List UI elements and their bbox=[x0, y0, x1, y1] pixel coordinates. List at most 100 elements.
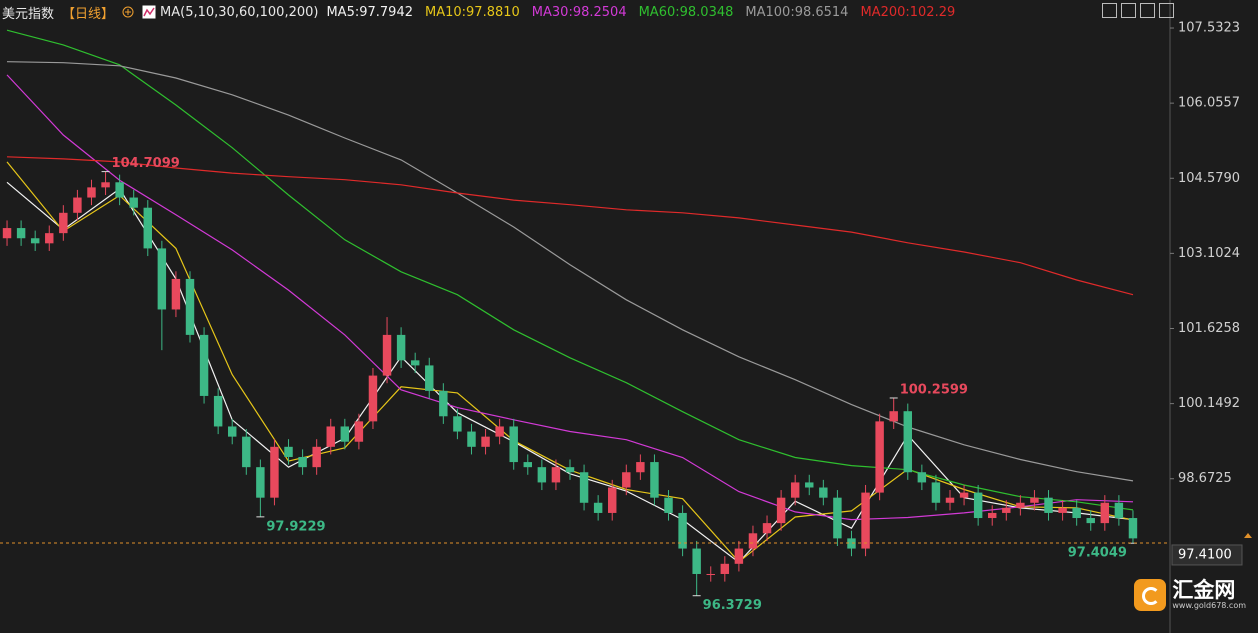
candle-body bbox=[805, 482, 814, 488]
chart-title: 美元指数 bbox=[2, 6, 55, 22]
candle-body bbox=[228, 426, 237, 437]
candle-body bbox=[199, 334, 209, 396]
candle-body bbox=[298, 456, 307, 468]
last-price-box bbox=[1171, 544, 1243, 566]
legend: MA5:97.7942 MA10:97.8810 MA30:98.2504 MA60:… bbox=[326, 5, 955, 20]
add-button[interactable] bbox=[122, 6, 134, 18]
candle-body bbox=[326, 426, 335, 447]
candle-body bbox=[720, 563, 730, 574]
candle-body bbox=[903, 411, 912, 473]
logo-name: 汇金网 bbox=[1172, 578, 1236, 602]
candle-body bbox=[87, 187, 96, 198]
candle-body bbox=[115, 182, 124, 198]
candle-body bbox=[185, 278, 195, 335]
candle-body bbox=[551, 467, 561, 483]
tool-button[interactable] bbox=[1102, 3, 1117, 18]
logo-url: www.gold678.com bbox=[1172, 601, 1246, 610]
candle-body bbox=[256, 467, 265, 498]
legend-item: MA60:98.0348 bbox=[638, 4, 734, 20]
candle-body bbox=[467, 431, 476, 447]
period-label[interactable]: 【日线】 bbox=[62, 6, 115, 22]
candle-body bbox=[861, 492, 870, 549]
annotation-label: 96.3729 bbox=[703, 598, 762, 613]
candle-body bbox=[270, 446, 279, 498]
candle-body bbox=[59, 212, 68, 234]
annotation-label: 97.4049 bbox=[1068, 546, 1127, 561]
y-tick-label: 106.0557 bbox=[1178, 96, 1240, 111]
annotation-label: 104.7099 bbox=[112, 156, 180, 171]
candle-body bbox=[410, 360, 420, 366]
last-price-arrow bbox=[1244, 532, 1252, 538]
candle-body bbox=[1086, 518, 1095, 524]
candle-body bbox=[312, 446, 321, 468]
candle-body bbox=[748, 533, 758, 549]
candle-body bbox=[439, 390, 448, 417]
logo: 汇金网 www.gold678.com bbox=[1134, 579, 1246, 611]
last-price-label: 97.4100 bbox=[1178, 547, 1232, 562]
candle-body bbox=[1016, 502, 1025, 508]
tool-button[interactable] bbox=[1121, 3, 1136, 18]
candle-body bbox=[706, 573, 715, 575]
candle-body bbox=[213, 395, 223, 427]
candle-body bbox=[678, 512, 687, 549]
candle-body bbox=[2, 228, 12, 239]
candle-body bbox=[453, 416, 462, 432]
candle-body bbox=[734, 548, 744, 564]
candle-body bbox=[129, 197, 138, 208]
candle-body bbox=[833, 497, 842, 539]
candle-body bbox=[425, 365, 434, 391]
candle-body bbox=[495, 426, 504, 437]
candle-body bbox=[762, 523, 772, 534]
y-tick-label: 107.5323 bbox=[1178, 21, 1240, 36]
ma-line bbox=[6, 61, 1134, 482]
ma-line bbox=[6, 74, 1134, 521]
candle-body bbox=[664, 497, 673, 513]
y-tick-label: 101.6258 bbox=[1178, 321, 1240, 336]
candle-body bbox=[382, 334, 392, 376]
candle-body bbox=[1044, 497, 1053, 513]
candle-body bbox=[368, 375, 378, 422]
chart-header: 美元指数 【日线】 MA(5,10,30,60,100,200) MA5:97.… bbox=[2, 2, 955, 22]
candle-body bbox=[1100, 502, 1110, 524]
legend-item: MA200:102.29 bbox=[860, 4, 956, 20]
candle-body bbox=[622, 472, 631, 488]
toolbar bbox=[1102, 3, 1174, 18]
candle-body bbox=[945, 497, 955, 503]
candle-body bbox=[1058, 507, 1067, 513]
candle-body bbox=[340, 426, 350, 442]
y-tick-label: 103.1024 bbox=[1178, 246, 1240, 261]
candle-body bbox=[1002, 507, 1011, 513]
candle-body bbox=[776, 497, 786, 524]
candle-body bbox=[1072, 507, 1081, 519]
candle-body bbox=[959, 492, 969, 498]
ma-line bbox=[6, 156, 1134, 296]
candle-body bbox=[973, 492, 983, 519]
legend-item: MA100:98.6514 bbox=[745, 4, 849, 20]
candle-body bbox=[396, 334, 406, 361]
candle-body bbox=[917, 472, 927, 483]
annotation-label: 97.9229 bbox=[266, 519, 325, 534]
logo-icon bbox=[1134, 579, 1167, 611]
legend-item: MA10:97.8810 bbox=[425, 4, 520, 20]
tool-button[interactable] bbox=[1140, 3, 1155, 18]
candle-body bbox=[101, 182, 110, 188]
candle-body bbox=[790, 482, 800, 498]
tool-button[interactable] bbox=[1159, 3, 1174, 18]
candle-body bbox=[931, 482, 941, 503]
candle-body bbox=[1128, 518, 1138, 539]
indicator-icon[interactable] bbox=[142, 5, 156, 19]
legend-item: MA30:98.2504 bbox=[531, 4, 627, 20]
candle-body bbox=[819, 487, 828, 498]
candle-body bbox=[354, 421, 364, 442]
ma-line bbox=[6, 29, 1134, 511]
candle-body bbox=[523, 462, 532, 468]
y-tick-label: 100.1492 bbox=[1178, 396, 1240, 411]
candle-body bbox=[284, 446, 293, 457]
y-tick-label: 104.5790 bbox=[1178, 171, 1240, 186]
ma-params: MA(5,10,30,60,100,200) bbox=[160, 4, 319, 20]
legend-item: MA5:97.7942 bbox=[326, 4, 413, 20]
candle-body bbox=[988, 512, 997, 519]
candle-body bbox=[537, 467, 547, 483]
candle-body bbox=[847, 538, 856, 549]
